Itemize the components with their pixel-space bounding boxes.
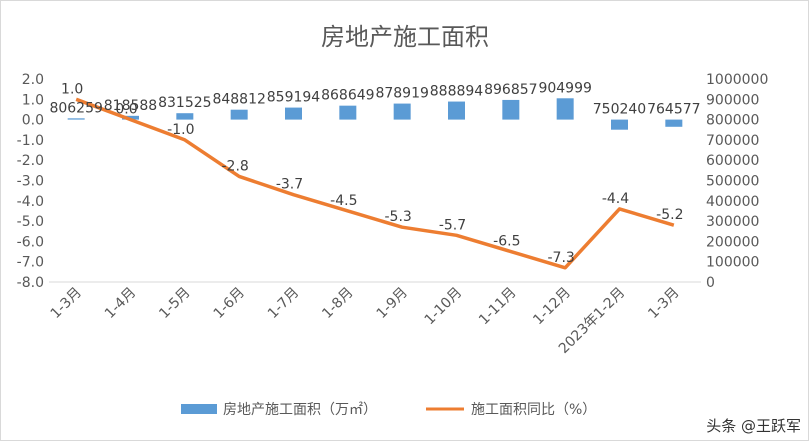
- bar: [502, 99, 520, 120]
- line-data-label: -4.4: [602, 191, 629, 207]
- bar: [665, 119, 683, 127]
- bar-data-label: 896857: [484, 82, 537, 98]
- x-axis-tick-label: 1-5月: [156, 285, 193, 322]
- bar-data-label: 750240: [593, 102, 646, 118]
- line-path: [75, 97, 675, 270]
- bar: [122, 115, 139, 120]
- right-axis-tick-label: 0: [706, 275, 715, 291]
- bar-series: [67, 98, 683, 130]
- line-data-labels: 1.0 0.0 -1.0 -2.8 -3.7 -4.5 -5.3 -5.7 -6.5 -7.3 -4…: [61, 81, 683, 265]
- bar: [448, 101, 465, 120]
- left-axis-tick-label: -8.0: [17, 275, 44, 291]
- bar: [285, 107, 302, 120]
- bar-data-labels: 806259 818588 831525 848812 859194 868649 8789…: [49, 80, 700, 117]
- bar: [611, 119, 628, 130]
- legend-bar-swatch: [181, 404, 217, 414]
- bar-data-label: 831525: [158, 95, 211, 111]
- line-data-label: 1.0: [61, 81, 83, 97]
- right-axis-tick-label: 100000: [706, 255, 759, 271]
- bar-data-label: 888894: [430, 84, 484, 100]
- left-axis-tick-label: -4.0: [17, 194, 44, 210]
- right-axis-tick-label: 200000: [706, 234, 759, 250]
- right-axis-tick-label: 500000: [706, 174, 759, 190]
- left-axis-tick-label: -3.0: [17, 174, 44, 190]
- bar-data-label: 859194: [267, 90, 321, 106]
- x-axis-tick-label: 1-3月: [48, 285, 85, 322]
- legend-bar-label: 房地产施工面积（万㎡）: [223, 402, 377, 418]
- watermark: 头条 @王跃军: [706, 417, 801, 435]
- right-axis-tick-label: 1000000: [706, 72, 768, 88]
- x-axis-tick-label: 1-11月: [476, 285, 520, 329]
- legend: 房地产施工面积（万㎡） 施工面积同比（%）: [181, 402, 596, 418]
- x-axis-tick-label: 1-9月: [374, 285, 411, 322]
- line-data-label: -7.3: [548, 250, 575, 266]
- line-data-label: -6.5: [493, 234, 520, 250]
- bar: [556, 98, 574, 120]
- line-data-label: -4.5: [330, 193, 357, 209]
- left-axis-tick-label: -6.0: [17, 234, 44, 250]
- bar: [393, 103, 411, 120]
- right-axis-tick-label: 700000: [706, 133, 759, 149]
- line-data-label: -1.0: [167, 122, 194, 138]
- right-axis-tick-label: 400000: [706, 194, 759, 210]
- left-axis-tick-label: -7.0: [17, 255, 44, 271]
- line-data-label: -3.7: [276, 177, 303, 193]
- x-axis: 1-3月 1-4月 1-5月 1-6月 1-7月 1-8月 1-9月 1-10月 1-11月 1-…: [48, 285, 683, 357]
- x-axis-tick-label: 1-7月: [265, 285, 302, 322]
- bar-data-label: 818588: [104, 98, 157, 114]
- right-axis-tick-label: 600000: [706, 153, 759, 169]
- right-axis: 1000000900000800000700000600000500000400…: [706, 72, 768, 291]
- x-axis-tick-label: 1-6月: [211, 285, 248, 322]
- bar-data-label: 848812: [212, 92, 265, 108]
- legend-line-label: 施工面积同比（%）: [471, 402, 596, 418]
- line-data-label: -5.7: [439, 217, 466, 233]
- left-axis-tick-label: 0.0: [22, 113, 44, 129]
- line-data-label: -5.2: [656, 207, 683, 223]
- line-series: [75, 97, 675, 270]
- line-data-label: 0.0: [115, 102, 137, 118]
- left-axis-tick-label: -1.0: [17, 133, 44, 149]
- bar-data-label: 904999: [538, 80, 591, 96]
- line-data-label: -5.3: [385, 209, 412, 225]
- bar-data-label: 878919: [375, 86, 428, 102]
- bar: [176, 113, 194, 120]
- x-axis-tick-label: 1-8月: [319, 285, 356, 322]
- bar: [339, 105, 357, 120]
- x-axis-tick-label: 1-4月: [102, 285, 139, 322]
- left-axis: 2.0 1.0 0.0 -1.0 -2.0 -3.0 -4.0 -5.0 -6.0 -7.0 -8.…: [17, 72, 44, 291]
- left-axis-tick-label: -2.0: [17, 153, 44, 169]
- line-data-label: -2.8: [222, 158, 249, 174]
- bar: [230, 109, 248, 120]
- left-axis-tick-label: 2.0: [22, 72, 44, 88]
- x-axis-tick-label: 1-10月: [422, 285, 466, 329]
- bar-data-label: 806259: [49, 100, 102, 116]
- bar-data-label: 764577: [647, 102, 700, 118]
- right-axis-tick-label: 900000: [706, 92, 759, 108]
- right-axis-tick-label: 800000: [706, 113, 759, 129]
- x-axis-tick-label: 1-12月: [530, 285, 574, 329]
- bar-data-label: 868649: [321, 88, 374, 104]
- bar: [67, 118, 85, 120]
- left-axis-tick-label: 1.0: [22, 92, 44, 108]
- x-axis-tick-label: 1-3月: [645, 285, 682, 322]
- left-axis-tick-label: -5.0: [17, 214, 44, 230]
- right-axis-tick-label: 300000: [706, 214, 759, 230]
- chart-title: 房地产施工面积: [321, 23, 489, 51]
